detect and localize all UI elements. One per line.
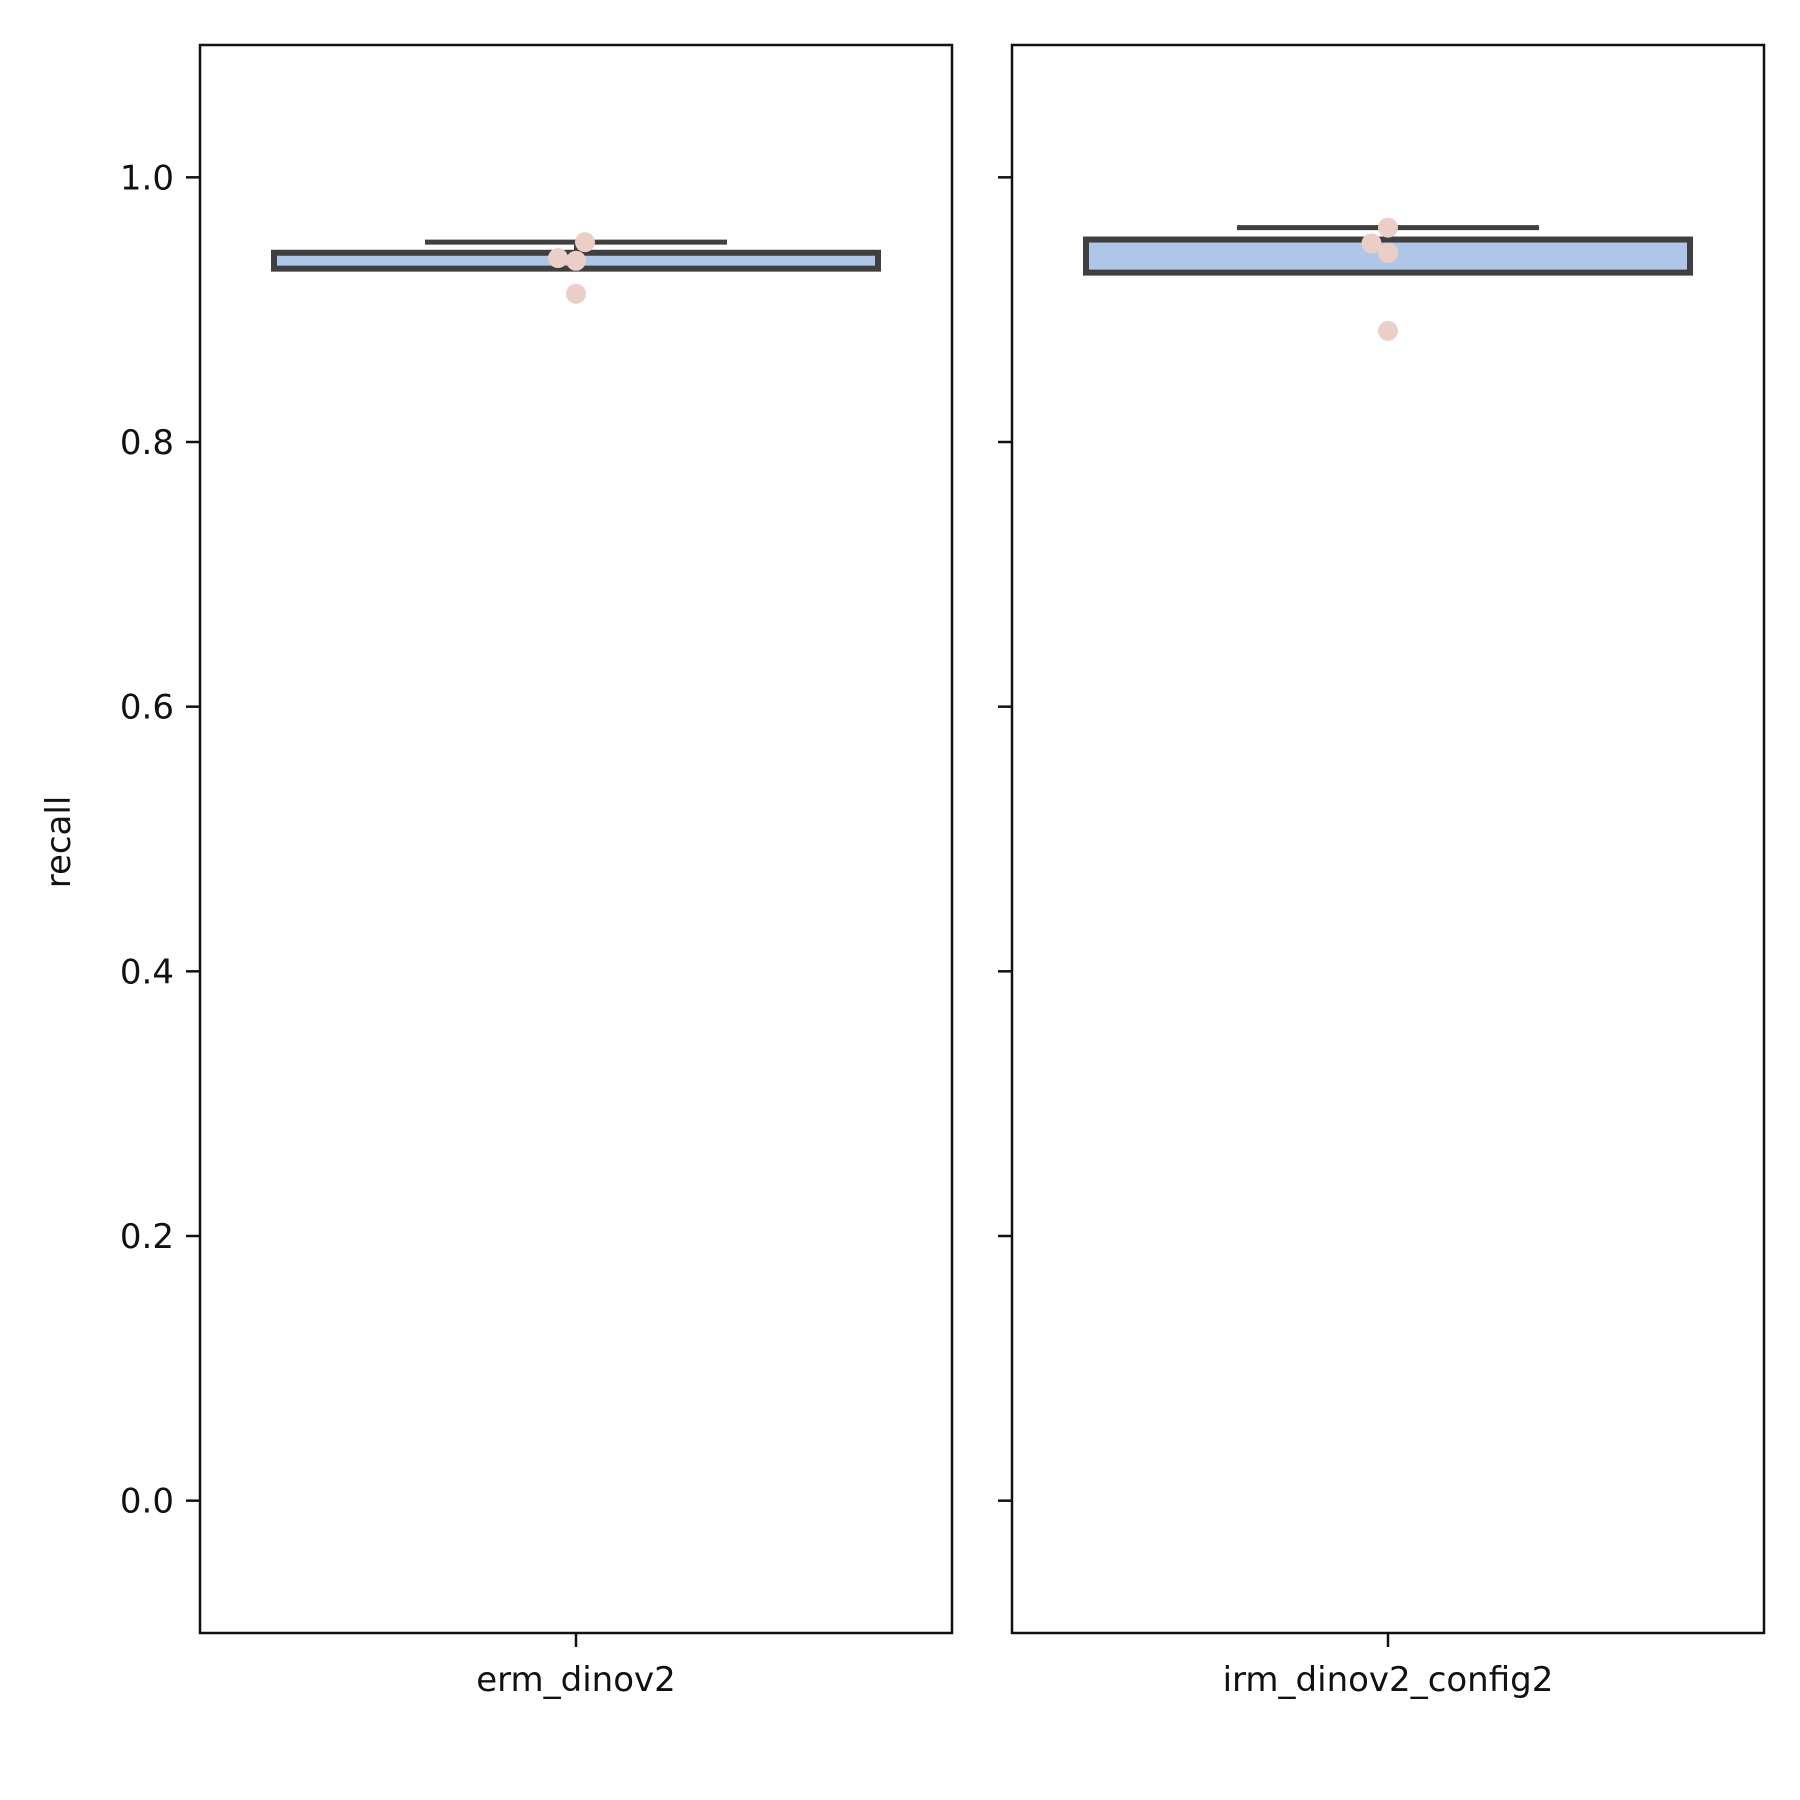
data-point: [1361, 233, 1382, 254]
x-tick-label: erm_dinov2: [476, 1660, 676, 1700]
y-tick-label: 0.6: [120, 688, 174, 728]
data-point: [566, 283, 586, 304]
y-axis-label: recall: [39, 796, 79, 889]
y-tick-label: 0.0: [120, 1482, 174, 1522]
y-tick-label: 0.4: [120, 952, 174, 992]
axes-frame-1: [198, 43, 954, 1635]
axes-frame-2: [1010, 43, 1766, 1635]
data-point: [1378, 320, 1398, 341]
y-tick-label: 0.2: [120, 1217, 174, 1257]
y-tick-label: 1.0: [120, 158, 174, 198]
y-tick-label: 0.8: [120, 423, 174, 463]
data-point: [548, 248, 568, 269]
data-point: [575, 232, 595, 253]
data-point: [1378, 217, 1398, 238]
data-point: [566, 250, 586, 271]
data-point: [1378, 242, 1398, 263]
x-tick-label: irm_dinov2_config2: [1223, 1660, 1554, 1700]
